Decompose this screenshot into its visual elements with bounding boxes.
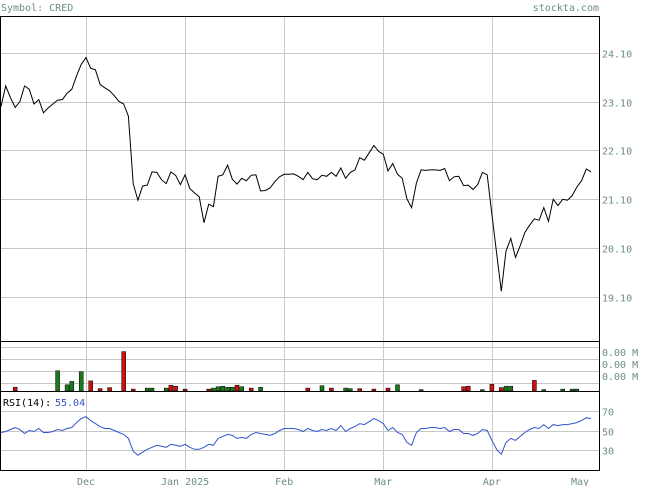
volume-bar [225, 386, 230, 392]
volume-bar [12, 386, 18, 392]
volume-bar [64, 384, 70, 392]
volume-bar [258, 386, 263, 392]
volume-bar [319, 385, 325, 392]
x-tick-label: Feb [275, 477, 293, 486]
site-label: stockta.com [533, 3, 599, 14]
volume-bar [130, 388, 136, 392]
volume-bar [499, 387, 504, 392]
volume-bar [503, 385, 509, 392]
volume-bar [97, 388, 103, 392]
rsi-value: 55.04 [55, 398, 85, 409]
volume-tick-label: 0.00 M [602, 348, 638, 359]
volume-bar [168, 384, 174, 392]
volume-bar [107, 387, 112, 392]
volume-bar [163, 387, 169, 392]
volume-bar [248, 387, 254, 392]
volume-bar [329, 387, 334, 392]
volume-bar [461, 386, 466, 392]
price-panel: 19.10 20.10 21.10 22.10 23.10 24.10 [0, 16, 632, 342]
volume-bar [348, 388, 353, 392]
volume-bar [239, 386, 244, 392]
price-line [0, 56, 592, 292]
volume-bar [560, 388, 565, 392]
symbol-label: Symbol: CRED [1, 3, 73, 14]
rsi-frame [0, 391, 600, 471]
volume-bar [541, 389, 547, 392]
volume-bar [88, 380, 93, 392]
volume-bar [234, 384, 240, 392]
price-tick-label: 24.10 [602, 50, 632, 61]
volume-bar [78, 371, 84, 392]
price-tick-label: 20.10 [602, 245, 632, 256]
price-tick-label: 22.10 [602, 147, 632, 158]
rsi-tick-label: 50 [602, 428, 614, 439]
volume-bar [466, 385, 471, 392]
x-axis: Dec Jan 2025 Feb Mar Apr May [77, 477, 589, 488]
x-tick-label: Dec [77, 477, 95, 486]
volume-bar [480, 389, 485, 392]
volume-bar [215, 386, 221, 392]
volume-bar [230, 386, 235, 392]
x-tick-label: Jan 2025 [161, 477, 209, 486]
volume-bar [182, 388, 188, 392]
price-frame [0, 16, 600, 342]
volume-bar [385, 387, 391, 392]
volume-bar [211, 387, 216, 392]
volume-bar [206, 388, 211, 392]
volume-bar [145, 387, 150, 392]
volume-bar [149, 387, 155, 392]
price-tick-label: 21.10 [602, 196, 632, 207]
volume-bar [357, 388, 362, 392]
volume-bar [55, 370, 60, 392]
volume-bar [508, 385, 514, 392]
price-tick-label: 23.10 [602, 99, 632, 110]
volume-bar [69, 381, 75, 392]
volume-bar [395, 384, 400, 392]
x-tick-label: Mar [374, 477, 392, 486]
volume-bar [220, 385, 226, 392]
rsi-panel: RSI(14): 55.04 30 50 70 [0, 391, 614, 471]
volume-bar [371, 388, 377, 392]
x-tick-label: Apr [483, 477, 501, 486]
volume-bar [173, 385, 178, 392]
volume-bar [418, 389, 424, 392]
grid [0, 16, 599, 470]
volume-bar [489, 384, 495, 392]
volume-bar [574, 388, 580, 392]
price-tick-label: 19.10 [602, 294, 632, 305]
volume-bar [343, 387, 348, 392]
volume-bar [121, 351, 126, 392]
volume-tick-label: 0.00 M [602, 360, 638, 371]
volume-tick-label: 0.00 M [602, 372, 638, 383]
rsi-tick-label: 30 [602, 447, 614, 458]
volume-bar [532, 380, 537, 392]
volume-bar [569, 388, 575, 392]
rsi-tick-label: 70 [602, 408, 614, 419]
rsi-label: RSI(14): [3, 398, 51, 409]
rsi-line [0, 416, 592, 456]
x-tick-label: May [571, 477, 589, 486]
volume-bar [305, 387, 311, 392]
